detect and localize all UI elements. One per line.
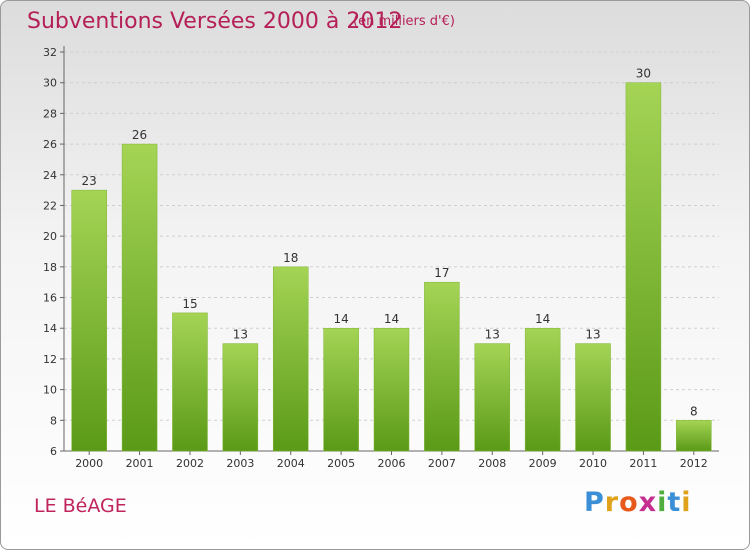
- bar: [222, 343, 259, 452]
- bar: [121, 143, 158, 452]
- y-tick-label: 10: [43, 384, 57, 397]
- proxiti-logo[interactable]: Proxiti: [584, 487, 692, 518]
- value-label: 13: [485, 328, 500, 342]
- bar: [71, 189, 107, 452]
- value-label: 8: [690, 404, 698, 418]
- bar: [272, 266, 309, 452]
- value-label: 18: [283, 251, 298, 265]
- value-label: 26: [132, 128, 147, 142]
- value-label: 13: [233, 328, 248, 342]
- chart-title: Subventions Versées 2000 à 2012: [27, 9, 403, 34]
- value-label: 15: [182, 297, 197, 311]
- bar: [575, 343, 611, 452]
- bar: [524, 327, 561, 452]
- value-label: 14: [535, 312, 550, 326]
- y-tick-label: 18: [43, 261, 57, 274]
- bar: [424, 281, 460, 452]
- bar: [474, 343, 511, 452]
- y-tick-label: 26: [43, 138, 57, 151]
- chart-subtitle: (en milliers d'€): [353, 14, 455, 29]
- y-tick-label: 14: [43, 322, 57, 335]
- value-label: 17: [434, 266, 449, 280]
- bar: [676, 420, 712, 452]
- x-tick-label: 2006: [378, 457, 406, 470]
- value-label: 14: [384, 312, 399, 326]
- value-label: 14: [333, 312, 348, 326]
- y-tick-label: 28: [43, 107, 57, 120]
- value-label: 13: [585, 328, 600, 342]
- commune-name: LE BéAGE: [34, 495, 127, 517]
- x-tick-label: 2003: [226, 457, 254, 470]
- y-tick-label: 20: [43, 230, 57, 243]
- y-tick-label: 16: [43, 292, 57, 305]
- y-tick-label: 6: [50, 445, 57, 458]
- y-tick-label: 32: [43, 46, 57, 59]
- bar: [172, 312, 208, 452]
- x-tick-label: 2009: [529, 457, 557, 470]
- x-tick-label: 2007: [428, 457, 456, 470]
- x-tick-label: 2011: [629, 457, 657, 470]
- bar: [373, 327, 410, 452]
- y-tick-label: 12: [43, 353, 57, 366]
- x-tick-label: 2008: [478, 457, 506, 470]
- bars: [71, 82, 712, 452]
- x-tick-label: 2004: [277, 457, 305, 470]
- y-tick-label: 22: [43, 199, 57, 212]
- x-tick-label: 2005: [327, 457, 355, 470]
- labels: 6 8 10 12 14 16 18 20 22 24 26 28 30 32 23 2000 26 2001 15…: [43, 46, 708, 470]
- x-tick-label: 2012: [680, 457, 708, 470]
- x-tick-label: 2001: [126, 457, 154, 470]
- value-label: 23: [82, 174, 97, 188]
- x-tick-label: 2010: [579, 457, 607, 470]
- bar: [625, 82, 662, 452]
- bar: [323, 327, 359, 452]
- y-tick-label: 30: [43, 77, 57, 90]
- y-tick-label: 8: [50, 414, 57, 427]
- value-label: 30: [636, 67, 651, 81]
- x-tick-label: 2000: [75, 457, 103, 470]
- y-tick-label: 24: [43, 169, 57, 182]
- x-tick-label: 2002: [176, 457, 204, 470]
